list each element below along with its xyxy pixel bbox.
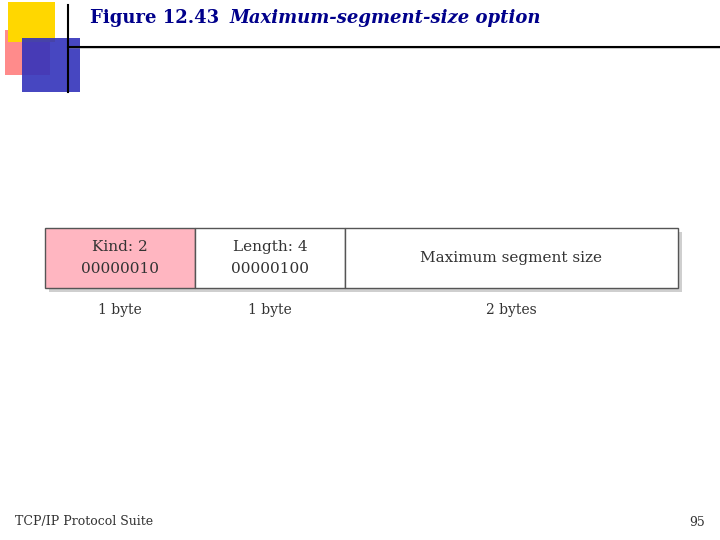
Bar bbox=[22, 38, 80, 92]
Text: 1 byte: 1 byte bbox=[248, 303, 292, 317]
Text: 2 bytes: 2 bytes bbox=[485, 303, 536, 317]
Bar bbox=[195, 228, 345, 288]
Text: 00000010: 00000010 bbox=[81, 262, 159, 276]
Text: 00000100: 00000100 bbox=[231, 262, 309, 276]
Text: TCP/IP Protocol Suite: TCP/IP Protocol Suite bbox=[15, 516, 153, 529]
Text: Length: 4: Length: 4 bbox=[233, 240, 307, 254]
Text: 1 byte: 1 byte bbox=[98, 303, 142, 317]
Text: Figure 12.43: Figure 12.43 bbox=[90, 9, 219, 27]
Text: Maximum-segment-size option: Maximum-segment-size option bbox=[230, 9, 541, 27]
Text: Maximum segment size: Maximum segment size bbox=[420, 251, 602, 265]
Bar bbox=[345, 228, 678, 288]
Text: 95: 95 bbox=[689, 516, 705, 529]
Bar bbox=[45, 228, 195, 288]
Text: Kind: 2: Kind: 2 bbox=[92, 240, 148, 254]
Bar bbox=[5, 30, 50, 75]
Bar bbox=[8, 2, 55, 42]
Bar bbox=[49, 232, 682, 292]
